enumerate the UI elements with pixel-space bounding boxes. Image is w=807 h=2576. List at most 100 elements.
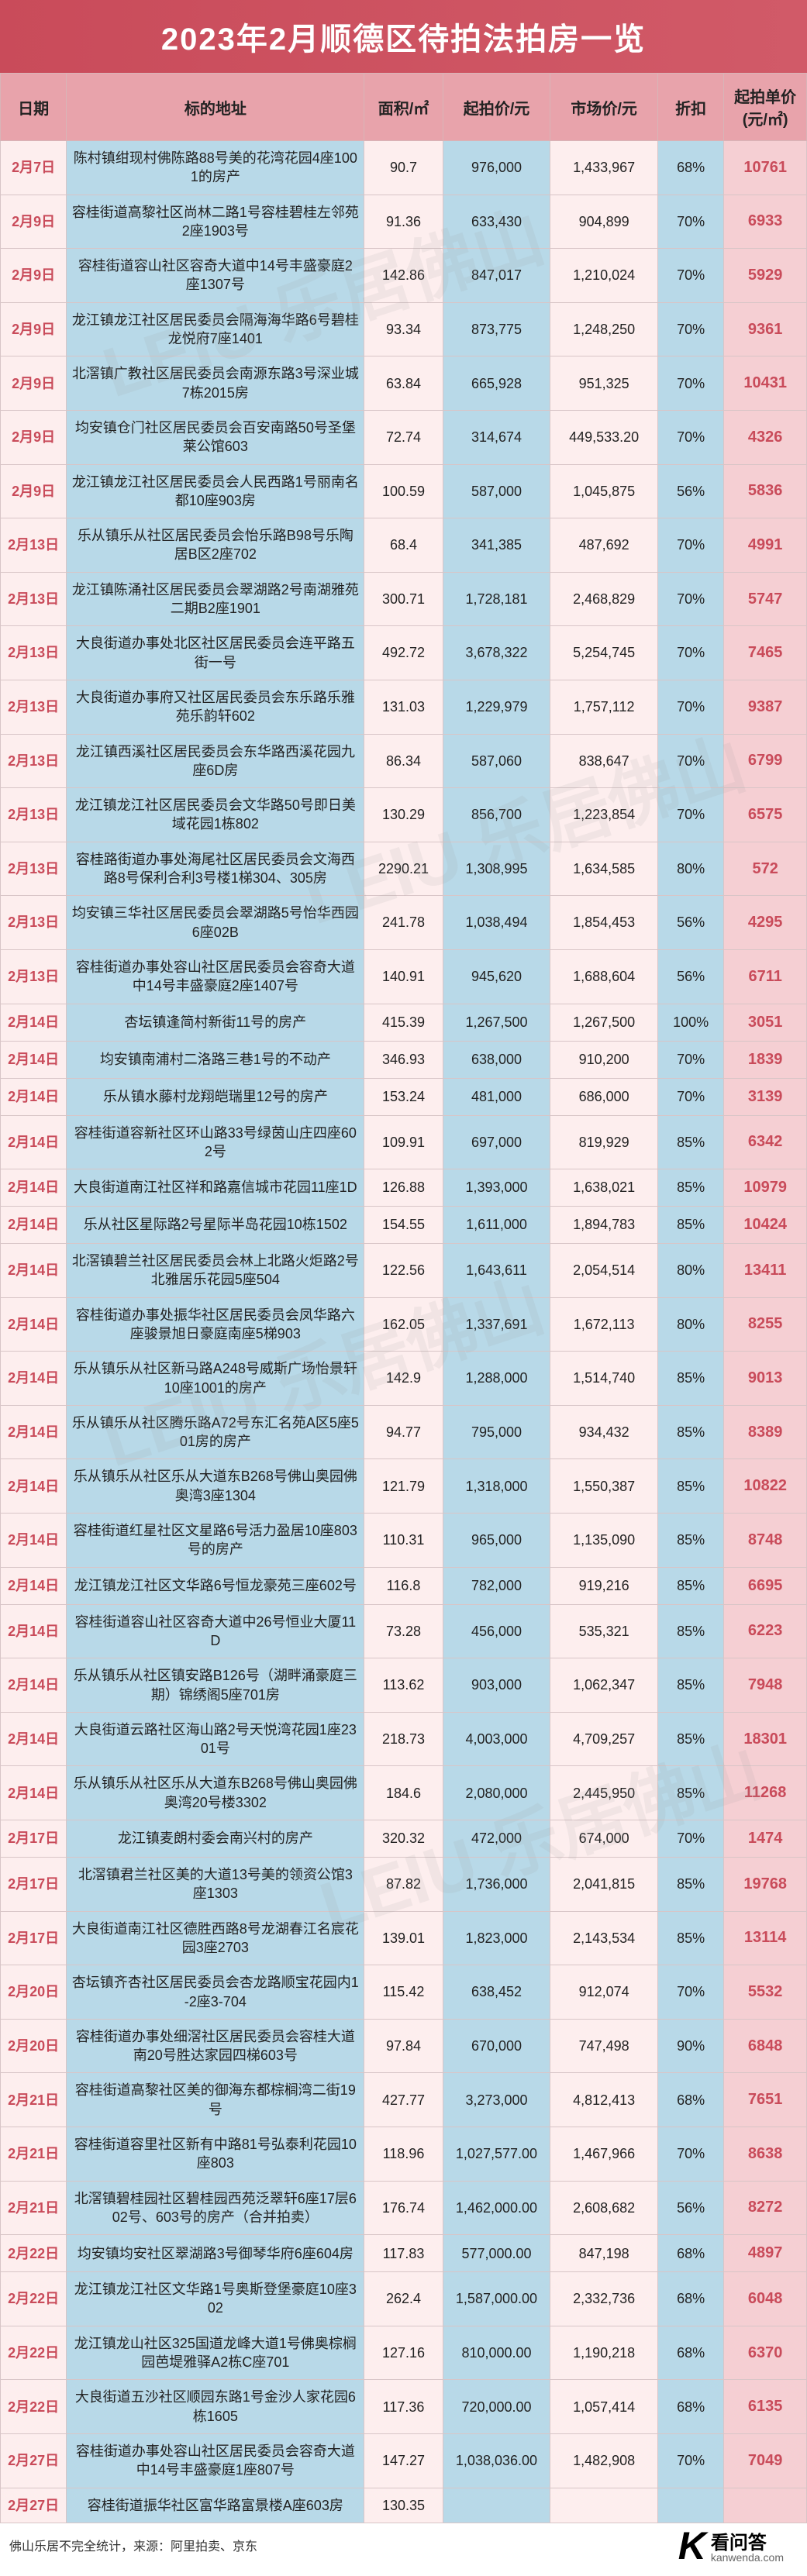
cell-date: 2月22日: [1, 2272, 67, 2326]
cell-area: 415.39: [364, 1004, 443, 1041]
cell-start: 2,080,000: [443, 1766, 550, 1820]
cell-start: 638,000: [443, 1041, 550, 1078]
cell-addr: 容桂街道容山社区容奇大道中14号丰盛豪庭2座1307号: [67, 249, 364, 303]
cell-addr: 北滘镇碧桂园社区碧桂园西苑泛翠轩6座17层602号、603号的房产（合并拍卖）: [67, 2181, 364, 2235]
table-row: 2月13日均安镇三华社区居民委员会翠湖路5号怡华西园6座02B241.781,0…: [1, 896, 807, 950]
cell-unit: 6711: [724, 949, 807, 1004]
cell-area: 139.01: [364, 1911, 443, 1965]
cell-start: 1,736,000: [443, 1858, 550, 1912]
cell-date: 2月14日: [1, 1207, 67, 1244]
cell-area: 109.91: [364, 1115, 443, 1169]
cell-date: 2月14日: [1, 1405, 67, 1459]
cell-start: 1,611,000: [443, 1207, 550, 1244]
cell-addr: 容桂街道办事处容山社区居民委员会容奇大道中14号丰盛豪庭1座807号: [67, 2433, 364, 2488]
table-row: 2月14日乐从镇乐从社区乐从大道东B268号佛山奥园佛奥湾3座1304121.7…: [1, 1459, 807, 1514]
cell-addr: 乐从镇乐从社区腾乐路A72号东汇名苑A区5座501房的房产: [67, 1405, 364, 1459]
cell-area: 91.36: [364, 195, 443, 249]
cell-market: 904,899: [550, 195, 658, 249]
cell-market: 2,468,829: [550, 572, 658, 626]
table-row: 2月22日大良街道五沙社区顺园东路1号金沙人家花园6栋1605117.36720…: [1, 2380, 807, 2434]
cell-market: 1,467,966: [550, 2127, 658, 2182]
cell-area: 90.7: [364, 141, 443, 195]
cell-addr: 容桂街道办事处细滘社区居民委员会容桂大道南20号胜达家园四梯603号: [67, 2019, 364, 2073]
cell-start: 945,620: [443, 949, 550, 1004]
cell-market: 1,210,024: [550, 249, 658, 303]
cell-unit: 6933: [724, 195, 807, 249]
cell-date: 2月13日: [1, 734, 67, 788]
cell-area: 218.73: [364, 1712, 443, 1766]
table-row: 2月14日容桂街道红星社区文星路6号活力盈居10座803号的房产110.3196…: [1, 1514, 807, 1568]
cell-area: 87.82: [364, 1858, 443, 1912]
cell-date: 2月14日: [1, 1712, 67, 1766]
cell-date: 2月13日: [1, 626, 67, 680]
page-container: LEIU 乐居佛山 LEIU 乐居佛山 LEIU 乐居佛山 LEIU 乐居佛山 …: [0, 0, 807, 2576]
table-header-row: 日期 标的地址 面积/㎡ 起拍价/元 市场价/元 折扣 起拍单价 (元/㎡): [1, 74, 807, 141]
cell-unit: 7465: [724, 626, 807, 680]
table-row: 2月14日容桂街道容新社区环山路33号绿茵山庄四座602号109.91697,0…: [1, 1115, 807, 1169]
cell-area: 130.29: [364, 788, 443, 842]
cell-disc: [657, 2488, 723, 2523]
cell-unit: 7651: [724, 2073, 807, 2127]
cell-disc: 70%: [657, 2433, 723, 2488]
cell-start: 697,000: [443, 1115, 550, 1169]
cell-unit: 5532: [724, 1965, 807, 2020]
cell-area: 122.56: [364, 1244, 443, 1298]
cell-unit: 8272: [724, 2181, 807, 2235]
cell-market: 4,709,257: [550, 1712, 658, 1766]
cell-market: 449,533.20: [550, 410, 658, 464]
cell-disc: 70%: [657, 680, 723, 734]
table-row: 2月14日北滘镇碧兰社区居民委员会林上北路火炬路2号北雅居乐花园5座504122…: [1, 1244, 807, 1298]
cell-disc: 85%: [657, 1658, 723, 1713]
cell-market: 847,198: [550, 2235, 658, 2272]
cell-date: 2月14日: [1, 1244, 67, 1298]
cell-date: 2月27日: [1, 2433, 67, 2488]
table-row: 2月14日龙江镇龙江社区文华路6号恒龙豪苑三座602号116.8782,0009…: [1, 1567, 807, 1604]
cell-unit: [724, 2488, 807, 2523]
cell-area: 346.93: [364, 1041, 443, 1078]
cell-start: 782,000: [443, 1567, 550, 1604]
cell-unit: 5836: [724, 464, 807, 518]
cell-disc: 85%: [657, 1712, 723, 1766]
cell-disc: 70%: [657, 626, 723, 680]
cell-start: 456,000: [443, 1604, 550, 1658]
table-row: 2月14日乐从社区星际路2号星际半岛花园10栋1502154.551,611,0…: [1, 1207, 807, 1244]
col-header-addr: 标的地址: [67, 74, 364, 141]
cell-start: 795,000: [443, 1405, 550, 1459]
cell-disc: 85%: [657, 1766, 723, 1820]
cell-disc: 56%: [657, 949, 723, 1004]
col-header-date: 日期: [1, 74, 67, 141]
cell-market: 1,267,500: [550, 1004, 658, 1041]
cell-disc: 68%: [657, 2380, 723, 2434]
cell-start: 976,000: [443, 141, 550, 195]
cell-area: 130.35: [364, 2488, 443, 2523]
cell-disc: 70%: [657, 1041, 723, 1078]
cell-area: 116.8: [364, 1567, 443, 1604]
cell-disc: 70%: [657, 1965, 723, 2020]
cell-unit: 13114: [724, 1911, 807, 1965]
cell-market: 838,647: [550, 734, 658, 788]
cell-market: 2,143,534: [550, 1911, 658, 1965]
table-row: 2月13日容桂街道办事处容山社区居民委员会容奇大道中14号丰盛豪庭2座1407号…: [1, 949, 807, 1004]
cell-market: 2,041,815: [550, 1858, 658, 1912]
cell-start: 472,000: [443, 1820, 550, 1858]
cell-unit: 6135: [724, 2380, 807, 2434]
cell-date: 2月17日: [1, 1858, 67, 1912]
cell-start: [443, 2488, 550, 2523]
cell-unit: 8389: [724, 1405, 807, 1459]
cell-unit: 5747: [724, 572, 807, 626]
cell-start: 665,928: [443, 356, 550, 411]
cell-area: 63.84: [364, 356, 443, 411]
cell-unit: 6223: [724, 1604, 807, 1658]
cell-unit: 4991: [724, 518, 807, 573]
cell-unit: 7049: [724, 2433, 807, 2488]
cell-start: 1,462,000.00: [443, 2181, 550, 2235]
cell-addr: 大良街道办事府又社区居民委员会东乐路乐雅苑乐韵轩602: [67, 680, 364, 734]
cell-date: 2月14日: [1, 1352, 67, 1406]
cell-date: 2月14日: [1, 1459, 67, 1514]
cell-market: 5,254,745: [550, 626, 658, 680]
cell-date: 2月13日: [1, 572, 67, 626]
cell-market: 1,045,875: [550, 464, 658, 518]
cell-addr: 龙江镇龙江社区文华路6号恒龙豪苑三座602号: [67, 1567, 364, 1604]
cell-unit: 6695: [724, 1567, 807, 1604]
cell-market: 674,000: [550, 1820, 658, 1858]
